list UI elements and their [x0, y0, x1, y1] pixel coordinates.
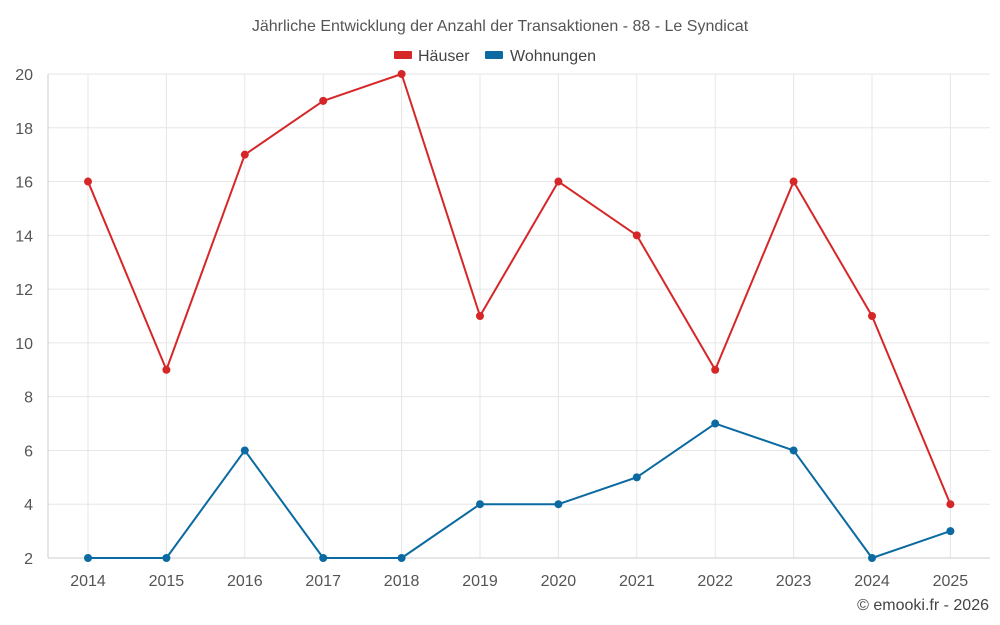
x-tick-label: 2016	[227, 573, 263, 590]
data-point[interactable]	[240, 446, 249, 455]
legend-swatch	[485, 51, 503, 59]
data-point[interactable]	[319, 554, 328, 562]
data-point[interactable]	[240, 150, 249, 159]
data-point[interactable]	[554, 177, 563, 186]
series-line	[87, 73, 952, 505]
legend: Häuser Wohnungen	[394, 48, 596, 65]
data-point[interactable]	[162, 365, 171, 374]
series-1	[84, 419, 955, 562]
y-tick-label: 10	[15, 336, 33, 353]
data-point[interactable]	[946, 500, 955, 509]
data-point[interactable]	[397, 554, 406, 562]
data-point[interactable]	[789, 177, 798, 186]
legend-label: Wohnungen	[510, 48, 596, 65]
legend-label: Häuser	[418, 48, 470, 65]
y-tick-label: 18	[15, 121, 33, 138]
data-point[interactable]	[84, 177, 92, 186]
data-point[interactable]	[632, 231, 641, 240]
legend-item[interactable]: Wohnungen	[485, 48, 596, 65]
axes	[47, 74, 990, 559]
x-tick-label: 2021	[619, 573, 655, 590]
data-point[interactable]	[789, 446, 798, 455]
legend-item[interactable]: Häuser	[394, 48, 470, 65]
series-0	[84, 70, 955, 509]
data-point[interactable]	[476, 312, 484, 320]
data-point[interactable]	[946, 527, 955, 536]
data-point[interactable]	[319, 96, 328, 105]
x-tick-label: 2024	[854, 573, 890, 590]
x-tick-label: 2019	[462, 573, 498, 590]
y-tick-label: 6	[24, 443, 33, 460]
x-tick-label: 2025	[933, 573, 969, 590]
data-point[interactable]	[84, 554, 92, 562]
x-tick-label: 2014	[70, 573, 106, 590]
data-point[interactable]	[162, 554, 171, 562]
data-point[interactable]	[632, 473, 641, 482]
y-gridlines	[48, 73, 990, 559]
y-tick-label: 8	[24, 390, 33, 407]
x-tick-label: 2017	[305, 573, 341, 590]
y-tick-label: 16	[15, 175, 33, 192]
x-tick-label: 2020	[541, 573, 577, 590]
chart-title: Jährliche Entwicklung der Anzahl der Tra…	[252, 18, 749, 35]
data-point[interactable]	[397, 70, 406, 78]
data-point[interactable]	[476, 500, 484, 509]
data-point[interactable]	[868, 554, 876, 562]
legend-swatch	[394, 51, 412, 59]
x-tick-label: 2022	[697, 573, 733, 590]
data-point[interactable]	[711, 419, 720, 428]
data-point[interactable]	[868, 312, 876, 320]
y-axis-tick-labels: 2 4 6 8 10 12 14 16 18 20	[15, 67, 33, 568]
data-point[interactable]	[554, 500, 563, 509]
x-tick-label: 2018	[384, 573, 420, 590]
x-gridlines	[87, 74, 951, 558]
credit-text: © emooki.fr - 2026	[857, 597, 989, 614]
y-tick-label: 2	[24, 551, 33, 568]
series-line	[88, 422, 951, 559]
series-group	[84, 70, 955, 562]
x-tick-label: 2015	[149, 573, 185, 590]
x-tick-label: 2023	[776, 573, 812, 590]
x-axis-tick-labels: 2014 2015 2016 2017 2018 2019 2020 2021 2022 2023…	[70, 573, 968, 590]
y-tick-label: 4	[24, 497, 33, 514]
y-tick-label: 20	[15, 67, 33, 84]
y-tick-label: 14	[15, 228, 33, 245]
data-point[interactable]	[711, 365, 720, 374]
y-tick-label: 12	[15, 282, 33, 299]
